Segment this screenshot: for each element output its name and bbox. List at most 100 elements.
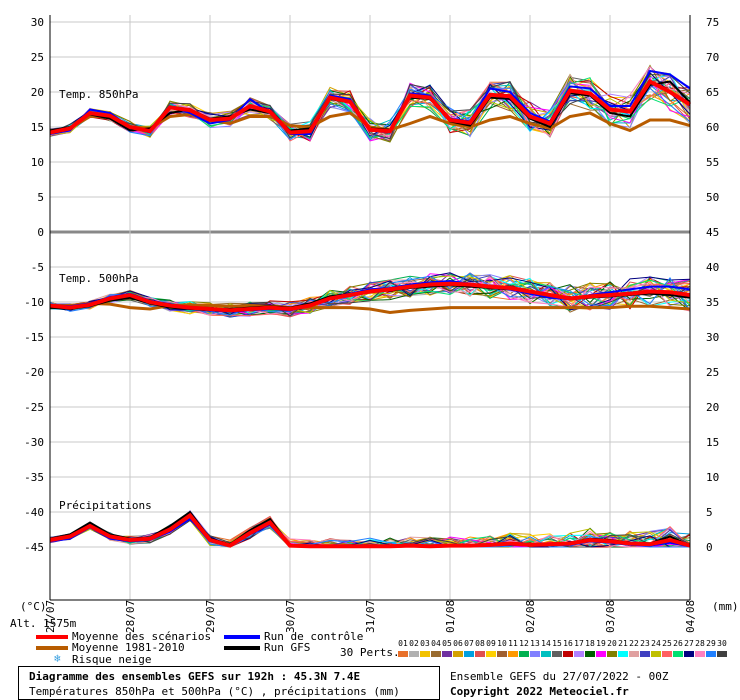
legend-mean-climo: Moyenne 1981-2010: [72, 641, 185, 654]
title-box: Diagramme des ensembles GEFS sur 192h : …: [18, 666, 440, 700]
perturbation-number: 05: [442, 639, 452, 648]
y-tick-right: 75: [706, 16, 719, 29]
y-tick-right: 35: [706, 296, 719, 309]
y-tick-left: -15: [24, 331, 44, 344]
y-tick-right: 5: [706, 506, 713, 519]
perturbation-swatch: [442, 651, 452, 657]
y-tick-left: 30: [31, 16, 44, 29]
perturbation-swatch: [464, 651, 474, 657]
perturbation-swatch: [640, 651, 650, 657]
y-tick-left: -5: [31, 261, 44, 274]
y-tick-left: -45: [24, 541, 44, 554]
y-tick-right: 15: [706, 436, 719, 449]
perturbation-line-precip: [49, 518, 691, 548]
perturbation-swatch: [706, 651, 716, 657]
run-info: Ensemble GEFS du 27/07/2022 - 00Z: [450, 670, 669, 683]
y-tick-left: -25: [24, 401, 44, 414]
snow-icon: ❄: [54, 652, 61, 665]
x-tick-label: 31/07: [364, 600, 377, 633]
x-tick-label: 04/08: [684, 600, 697, 633]
perturbation-swatch: [519, 651, 529, 657]
y-tick-left: -35: [24, 471, 44, 484]
y-tick-left: 25: [31, 51, 44, 64]
perturbation-number: 10: [497, 639, 507, 648]
main-series-lines: [49, 69, 692, 549]
perturbation-swatch: [563, 651, 573, 657]
legend-swatch-mean-scenarios: [36, 635, 68, 639]
panel-label-500hPa: Temp. 500hPa: [59, 272, 138, 285]
y-tick-right: 60: [706, 121, 719, 134]
legend-snow-risk: Risque neige: [72, 653, 152, 666]
perturbation-number: 28: [695, 639, 705, 648]
perturbation-number: 14: [541, 639, 551, 648]
perturbation-swatch: [541, 651, 551, 657]
perturbation-swatch: [409, 651, 419, 657]
perturbation-swatch: [530, 651, 540, 657]
perturbation-number: 11: [508, 639, 518, 648]
perturbation-number: 03: [420, 639, 430, 648]
perturbation-swatch: [398, 651, 408, 657]
y-tick-right: 40: [706, 261, 719, 274]
perturbation-number: 12: [519, 639, 529, 648]
series-moyenne-des-sc-narios-850: [49, 78, 692, 135]
y-tick-right: 45: [706, 226, 719, 239]
perturbation-swatch: [596, 651, 606, 657]
perturbation-number: 26: [673, 639, 683, 648]
legend-mean-scenarios: Moyenne des scénarios: [72, 630, 212, 643]
perturbation-number: 04: [431, 639, 441, 648]
y-tick-right: 20: [706, 401, 719, 414]
perturbation-number: 24: [651, 639, 661, 648]
perturbation-number: 21: [618, 639, 628, 648]
perturbation-number: 08: [475, 639, 485, 648]
x-tick-label: 29/07: [204, 600, 217, 633]
perturbation-swatch: [497, 651, 507, 657]
y-tick-left: -30: [24, 436, 44, 449]
y-axis-unit-left: (°C): [20, 600, 47, 613]
y-axis-unit-right: (mm): [712, 600, 739, 613]
perturbation-swatch: [585, 651, 595, 657]
panel-label-850hPa: Temp. 850hPa: [59, 88, 138, 101]
perturbation-swatch: [695, 651, 705, 657]
perturbation-swatch: [420, 651, 430, 657]
y-tick-left: 10: [31, 156, 44, 169]
perturbation-number: 30: [717, 639, 727, 648]
perturbation-number: 19: [596, 639, 606, 648]
x-tick-label: 02/08: [524, 600, 537, 633]
perturbation-number: 13: [530, 639, 540, 648]
y-tick-right: 55: [706, 156, 719, 169]
perturbation-swatch: [684, 651, 694, 657]
perturbation-swatch: [508, 651, 518, 657]
altitude-label: Alt. 1575m: [10, 617, 77, 630]
perturbation-number: 15: [552, 639, 562, 648]
y-tick-right: 10: [706, 471, 719, 484]
perturbation-swatch: [431, 651, 441, 657]
perturbation-number: 22: [629, 639, 639, 648]
y-tick-right: 65: [706, 86, 719, 99]
perturbation-number: 09: [486, 639, 496, 648]
y-tick-right: 70: [706, 51, 719, 64]
copyright: Copyright 2022 Meteociel.fr: [450, 685, 629, 698]
series-moyenne-des-sc-narios-500: [49, 281, 691, 313]
y-tick-left: 20: [31, 86, 44, 99]
perturbation-swatch: [574, 651, 584, 657]
series-moyenne-1981-2010-500: [50, 301, 691, 315]
perturbation-number: 20: [607, 639, 617, 648]
perturbation-number: 25: [662, 639, 672, 648]
y-tick-right: 25: [706, 366, 719, 379]
x-tick-label: 27/07: [44, 600, 57, 633]
perturbation-swatch: [618, 651, 628, 657]
perturbation-number: 27: [684, 639, 694, 648]
y-tick-right: 0: [706, 541, 713, 554]
perturbation-number: 18: [585, 639, 595, 648]
perturbation-swatch: [552, 651, 562, 657]
perturbation-number: 06: [453, 639, 463, 648]
x-tick-label: 03/08: [604, 600, 617, 633]
y-tick-left: 5: [37, 191, 44, 204]
x-tick-label: 30/07: [284, 600, 297, 633]
y-tick-left: -40: [24, 506, 44, 519]
legend-swatch-mean-climo: [36, 646, 68, 650]
legend-swatch-gfs-run: [224, 646, 260, 650]
perturbation-number: 23: [640, 639, 650, 648]
